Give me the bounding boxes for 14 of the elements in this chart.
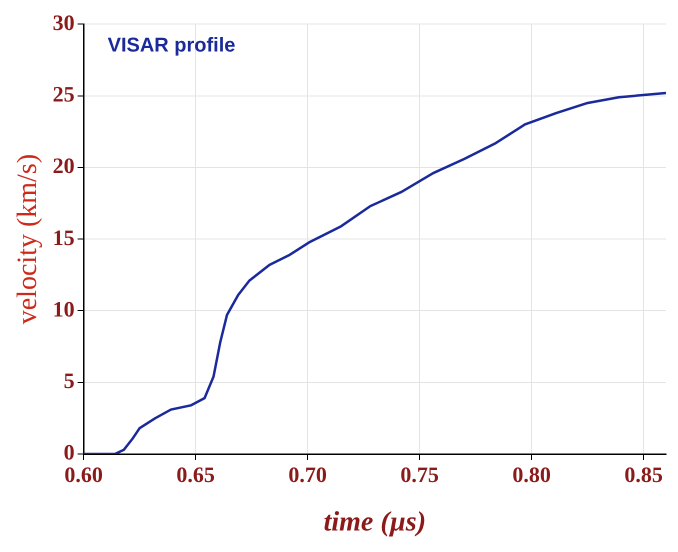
y-tick-label: 15 <box>52 224 75 250</box>
y-tick-label: 20 <box>52 153 75 178</box>
text: VISAR profile <box>108 34 236 57</box>
x-tick-label: 0.75 <box>400 462 439 487</box>
y-tick-label: 5 <box>64 368 75 394</box>
x-tick-label: 0.80 <box>512 462 551 487</box>
x-tick-label: 0.70 <box>288 462 327 487</box>
x-axis-title: time (µs) <box>324 506 426 538</box>
x-tick-label: 0.65 <box>176 462 215 487</box>
y-tick-label: 30 <box>52 10 75 35</box>
y-tick-label: 25 <box>52 82 75 107</box>
y-tick-label: 10 <box>52 296 75 322</box>
x-tick-label: 0.85 <box>624 462 663 487</box>
y-axis-title: velocity (km/s) <box>12 154 44 324</box>
